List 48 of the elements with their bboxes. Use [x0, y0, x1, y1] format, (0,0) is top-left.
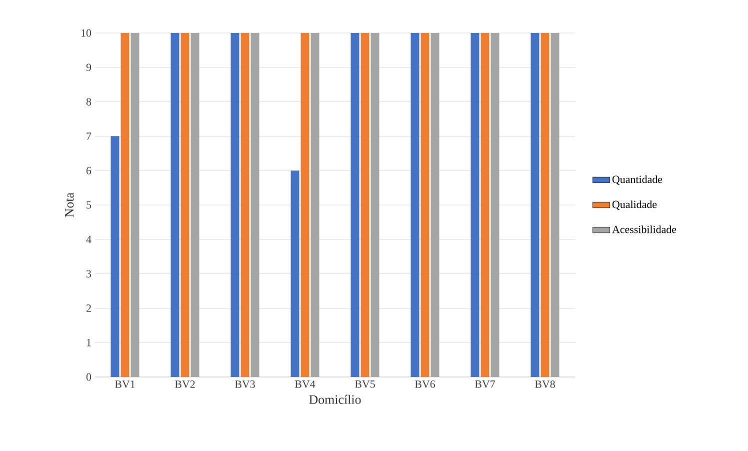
- legend-label: Quantidade: [612, 175, 662, 185]
- bar: [430, 32, 440, 377]
- bar: [480, 32, 490, 377]
- y-axis-title: Nota: [65, 192, 74, 218]
- bar: [240, 32, 250, 377]
- x-tick-label: BV2: [174, 380, 195, 388]
- legend-label: Qualidade: [612, 200, 657, 210]
- y-tick-label: 4: [86, 236, 92, 243]
- x-tick-label: BV3: [234, 380, 255, 388]
- bar: [120, 32, 130, 377]
- x-tick-label: BV4: [294, 380, 316, 388]
- x-tick-label: BV5: [354, 380, 375, 388]
- y-tick-label: 7: [86, 132, 92, 140]
- bar: [130, 32, 140, 377]
- bar: [230, 32, 240, 377]
- bar: [300, 32, 310, 377]
- bar: [190, 32, 200, 377]
- y-tick-label: 10: [82, 29, 92, 37]
- bar: [490, 32, 500, 377]
- y-tick-label: 0: [86, 373, 92, 381]
- x-tick-label: BV1: [114, 380, 135, 388]
- bar: [540, 32, 550, 377]
- bar: [530, 32, 540, 377]
- y-tick-label: 2: [86, 304, 91, 312]
- y-tick-label: 3: [86, 270, 92, 278]
- bar: [470, 32, 480, 377]
- x-tick-label: BV7: [474, 380, 496, 388]
- bar: [360, 32, 370, 377]
- x-axis-title: Domicílio: [309, 394, 361, 404]
- legend-label: Acessibilidade: [612, 225, 676, 234]
- bar: [370, 32, 380, 377]
- y-tick-label: 9: [86, 64, 92, 72]
- bar: [410, 32, 420, 377]
- bar: [420, 32, 430, 377]
- bar: [170, 32, 180, 377]
- bar: [550, 32, 560, 377]
- y-tick-label: 5: [86, 201, 92, 209]
- bar: [350, 32, 360, 377]
- y-tick-label: 1: [86, 338, 91, 346]
- bar: [110, 136, 120, 377]
- y-tick-label: 6: [86, 166, 92, 174]
- y-tick-label: 8: [86, 98, 92, 106]
- x-tick-label: BV8: [534, 380, 555, 388]
- bar: [290, 170, 300, 377]
- x-tick-label: BV6: [414, 380, 436, 388]
- bar: [250, 32, 260, 377]
- bar: [180, 32, 190, 377]
- bar: [310, 32, 320, 377]
